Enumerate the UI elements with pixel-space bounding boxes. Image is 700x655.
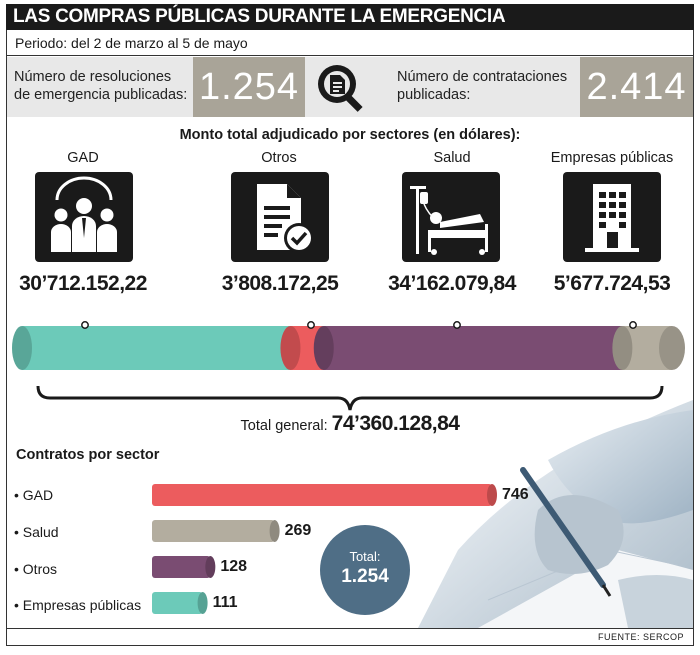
contracts-total-value: 1.254	[341, 566, 389, 587]
contracts-total-label: Total:	[349, 549, 381, 564]
resolutions-value: 1.254	[193, 57, 305, 117]
contract-label-otros: • Otros	[14, 561, 58, 577]
people-group-icon	[35, 172, 133, 262]
contract-label-gad: • GAD	[14, 487, 54, 503]
sector-name-salud: Salud	[433, 150, 471, 166]
contract-value-gad: 746	[502, 486, 529, 503]
value-label-gad: 30’712.152,22	[19, 272, 147, 295]
contracts-value: 2.414	[580, 57, 693, 117]
total-general: Total general: 74’360.128,84	[0, 412, 700, 436]
marker-empresas	[629, 321, 637, 329]
value-label-empresas: 5’677.724,53	[553, 272, 671, 295]
total-bracket	[36, 385, 664, 411]
marker-gad	[81, 321, 89, 329]
bar-end-cap	[659, 326, 685, 370]
contract-label-salud: • Salud	[14, 524, 59, 540]
resolutions-label: Número de resoluciones de emergencia pub…	[14, 68, 187, 104]
contract-value-empresas: 111	[212, 594, 238, 611]
contract-value-salud: 269	[284, 522, 312, 539]
document-search-icon	[318, 65, 363, 112]
sector-name-otros: Otros	[261, 150, 297, 166]
building-icon	[563, 172, 661, 262]
contracts-label-line2: publicadas:	[397, 87, 471, 103]
resolutions-label-line1: Número de resoluciones	[14, 69, 172, 85]
amounts-title: Monto total adjudicado por sectores (en …	[179, 127, 521, 143]
source-divider	[7, 628, 693, 645]
contracts-title: Contratos por sector	[16, 447, 160, 463]
bar-segment-salud	[313, 326, 623, 370]
period-text: Periodo: del 2 de marzo al 5 de mayo	[7, 30, 693, 56]
value-label-otros: 3’808.172,25	[221, 272, 339, 295]
signing-hand-photo	[418, 400, 693, 628]
marker-salud	[453, 321, 461, 329]
value-label-salud: 34’162.079,84	[388, 272, 516, 295]
marker-otros	[307, 321, 315, 329]
total-general-value: 74’360.128,84	[331, 412, 460, 435]
amounts-stacked-bar	[12, 321, 685, 370]
contracts-label-line1: Número de contrataciones	[397, 69, 568, 85]
total-general-label: Total general:	[240, 418, 328, 434]
source-text: FUENTE: SERCOP	[597, 632, 684, 642]
sector-name-gad: GAD	[67, 150, 99, 166]
infographic-frame	[6, 30, 694, 646]
contracts-total-circle: Total: 1.254	[320, 525, 410, 615]
bar-segment-gad	[12, 326, 291, 370]
resolutions-label-line2: de emergencia publicadas:	[14, 87, 188, 103]
contract-value-otros: 128	[220, 558, 248, 575]
document-check-icon	[231, 172, 329, 262]
sector-name-empresas: Empresas públicas	[550, 150, 674, 166]
hospital-bed-icon	[402, 172, 500, 262]
page-title: LAS COMPRAS PÚBLICAS DURANTE LA EMERGENC…	[6, 4, 694, 30]
contract-label-empresas: • Empresas públicas	[14, 597, 142, 613]
contracts-label: Número de contrataciones publicadas:	[397, 68, 567, 104]
